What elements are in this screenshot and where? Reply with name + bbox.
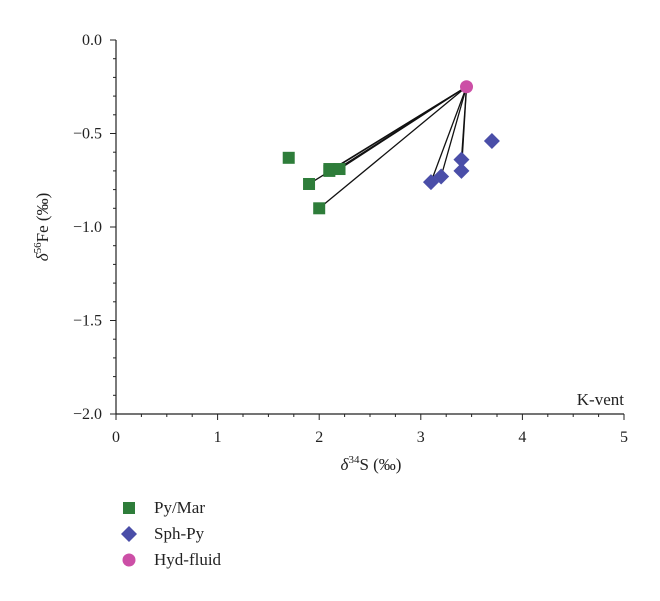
legend-item-hyd-fluid: Hyd-fluid (118, 547, 221, 573)
x-tick-label: 4 (518, 429, 526, 446)
y-tick-label: −1.5 (73, 313, 102, 330)
point-py-mar (313, 202, 326, 215)
x-tick-label: 5 (620, 429, 628, 446)
circle-marker-icon (118, 549, 140, 571)
point-sph-py (483, 132, 500, 149)
point-sph-py (453, 162, 470, 179)
y-axis-title-symbol: δ (33, 252, 52, 261)
y-axis-title: δ56Fe (‰) (32, 193, 52, 261)
tie-lines (308, 86, 468, 209)
x-tick-label: 3 (417, 429, 425, 446)
x-axis-title-sup: 34 (348, 454, 360, 466)
legend: Py/Mar Sph-Py Hyd-fluid (118, 495, 221, 573)
diamond-marker-icon (118, 523, 140, 545)
x-axis-title: δ34S (‰) (341, 454, 402, 474)
legend-item-py-mar: Py/Mar (118, 495, 221, 521)
point-py-mar (323, 164, 336, 177)
y-tick-label: 0.0 (82, 32, 102, 49)
data-points (282, 80, 500, 215)
x-tick-label: 1 (214, 429, 222, 446)
square-marker-icon (118, 497, 140, 519)
y-axis-title-sup: 56 (32, 242, 44, 254)
legend-label: Py/Mar (154, 498, 205, 517)
tie-line (440, 86, 468, 177)
y-tick-label: −0.5 (73, 126, 102, 143)
point-py-mar (333, 163, 346, 176)
point-py-mar (282, 151, 295, 164)
x-tick-label: 0 (112, 429, 120, 446)
tick-labels: 0 1 2 3 4 5 0.0 −0.5 −1.0 −1.5 −2.0 (73, 32, 628, 446)
k-vent-annotation: K-vent (577, 390, 624, 409)
point-sph-py (433, 168, 450, 185)
x-axis-title-rest: S (‰) (359, 455, 401, 474)
legend-label: Hyd-fluid (154, 550, 222, 569)
axes (110, 39, 625, 420)
y-tick-label: −2.0 (73, 406, 102, 423)
point-hyd-fluid (460, 80, 474, 94)
legend-item-sph-py: Sph-Py (118, 521, 221, 547)
y-axis-title-rest: Fe (‰) (33, 193, 52, 243)
legend-label: Sph-Py (154, 524, 205, 543)
tie-line (339, 86, 467, 170)
y-tick-label: −1.0 (73, 219, 102, 236)
x-axis-title-symbol: δ (341, 455, 350, 474)
tie-line (318, 86, 467, 209)
point-py-mar (303, 177, 316, 190)
point-sph-py (453, 151, 470, 168)
x-tick-label: 2 (315, 429, 323, 446)
tie-line (430, 86, 468, 183)
